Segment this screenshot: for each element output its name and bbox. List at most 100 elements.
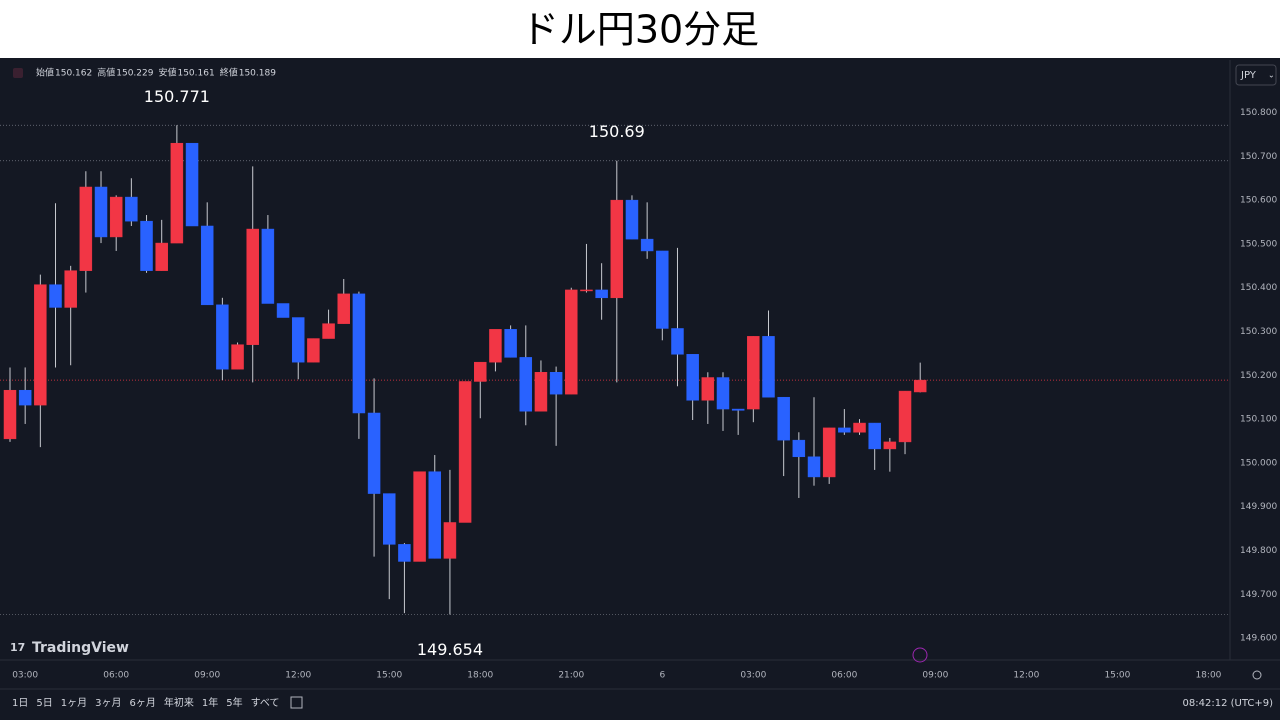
candle-body [216,304,229,370]
x-tick-label: 21:00 [558,671,584,681]
y-tick-label: 150.600 [1240,196,1277,206]
ohlc-legend-value: 150.229 [116,69,153,79]
timeframe-button[interactable]: 1日 [12,698,28,709]
chart-title: ドル円30分足 [521,8,759,52]
y-tick-label: 150.500 [1240,239,1277,249]
x-tick-label: 06:00 [103,671,129,681]
x-tick-label: 12:00 [285,671,311,681]
candle-body [49,284,62,308]
timeframe-button[interactable]: 年初来 [164,696,194,709]
y-tick-label: 149.600 [1240,634,1277,644]
y-tick-label: 149.800 [1240,546,1277,556]
candle-body [246,228,259,345]
timeframe-button[interactable]: 6ヶ月 [130,697,156,709]
candle-body [428,471,442,559]
candle-body [276,303,290,318]
x-tick-label: 12:00 [1013,671,1039,681]
candle-body [322,323,335,339]
candle-body [868,422,881,450]
ohlc-legend-value: 150.161 [177,69,214,79]
candle-body [519,357,533,412]
candle-body [367,412,381,494]
candle-body [504,329,517,358]
candle-body [489,329,502,363]
candle-body [731,408,745,411]
symbol-icon [13,68,23,78]
candle-body [625,199,639,240]
y-tick-label: 150.400 [1240,283,1277,293]
timeframe-button[interactable]: 5年 [226,696,242,709]
candle-body [307,338,320,363]
candle-body [18,389,32,406]
candle-body [3,389,17,440]
y-tick-label: 150.100 [1240,415,1277,425]
candle-body [94,186,108,238]
settings-icon[interactable] [1252,670,1262,680]
candle-body [140,220,153,271]
ohlc-legend-value: 150.162 [55,69,92,79]
candle-body [792,439,806,458]
y-tick-label: 149.700 [1240,590,1277,600]
x-tick-label: 15:00 [376,671,402,681]
y-tick-label: 150.200 [1240,371,1277,381]
extreme-label: 149.654 [417,640,483,659]
x-tick-label: 09:00 [194,671,220,681]
candle-body [610,199,624,299]
candle-body [747,336,760,410]
candle-body [79,186,93,271]
candle-body [64,270,77,308]
brand: TradingView [32,640,129,656]
candle-body [595,289,608,299]
candle-body [671,328,684,355]
candle-body [34,284,47,406]
candle-body [716,377,730,410]
candle-body [762,336,775,398]
y-tick-label: 150.700 [1240,152,1277,162]
candle-body [777,396,790,441]
candle-body [549,372,563,395]
ohlc-legend-value: 150.189 [239,69,276,79]
candle-body [913,379,927,393]
x-tick-label: 18:00 [1195,671,1221,681]
candle-body [398,544,411,562]
candle-body [534,372,548,412]
timeframe-button[interactable]: 1年 [202,696,218,709]
candle-body [200,225,214,306]
timeframe-button[interactable]: すべて [251,697,280,709]
y-tick-label: 149.900 [1240,502,1277,512]
x-tick-label: 15:00 [1104,671,1130,681]
candle-body [170,142,184,244]
candle-body [580,289,593,292]
currency-button[interactable] [1235,64,1277,86]
candle-body [352,293,366,414]
x-tick-label: 09:00 [922,671,948,681]
x-tick-label: 18:00 [467,671,493,681]
timeframe-button[interactable]: 3ヶ月 [95,697,121,709]
ohlc-legend-label: 高値 [97,67,115,79]
x-tick-label: 03:00 [12,671,38,681]
candle-body [883,441,897,450]
ohlc-legend-label: 始値 [36,67,54,79]
candle-body [443,522,457,559]
x-tick-label: 6 [659,671,665,681]
candle-body [656,250,669,329]
y-tick-label: 150.300 [1240,327,1277,337]
candle-body [474,361,487,382]
brand-icon: 17 [10,641,25,654]
candle-body [383,493,396,545]
candle-body [261,228,275,304]
candle-body [291,317,305,363]
alert-icon[interactable] [912,647,928,663]
x-tick-label: 03:00 [740,671,766,681]
y-tick-label: 150.000 [1240,458,1277,468]
currency: JPY [1240,70,1257,81]
candle-body [807,456,821,478]
date-range-icon[interactable] [290,696,303,709]
extreme-label: 150.69 [589,122,645,141]
timeframe-button[interactable]: 1ヶ月 [61,697,87,709]
candle-body [413,471,426,562]
timeframe-button[interactable]: 5日 [36,698,52,709]
candle-body [565,289,578,395]
